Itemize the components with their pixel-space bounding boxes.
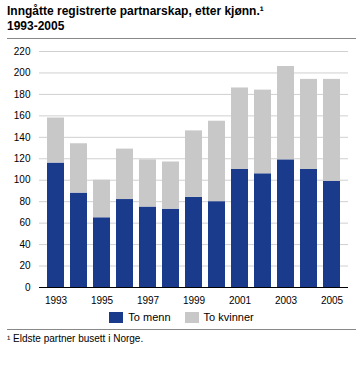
svg-text:2005: 2005: [321, 295, 344, 306]
svg-text:180: 180: [14, 89, 31, 100]
svg-text:120: 120: [14, 153, 31, 164]
svg-text:2001: 2001: [229, 295, 252, 306]
svg-text:1995: 1995: [91, 295, 114, 306]
svg-text:20: 20: [19, 260, 31, 271]
svg-text:1999: 1999: [183, 295, 206, 306]
svg-text:100: 100: [14, 174, 31, 185]
svg-text:160: 160: [14, 110, 31, 121]
svg-text:1993: 1993: [45, 295, 68, 306]
html-text:To kvinner: To kvinner: [203, 311, 254, 323]
svg-text:220: 220: [14, 46, 31, 57]
svg-text:140: 140: [14, 132, 31, 143]
svg-text:40: 40: [19, 239, 31, 250]
svg-text:0: 0: [25, 282, 31, 293]
html-text:To menn: To menn: [128, 311, 171, 323]
html-text:Inngåtte registrerte partnarsk: Inngåtte registrerte partnarskap, etter …: [7, 4, 264, 18]
svg-text:1997: 1997: [137, 295, 160, 306]
svg-text:200: 200: [14, 67, 31, 78]
svg-text:2003: 2003: [275, 295, 298, 306]
svg-text:80: 80: [19, 196, 31, 207]
svg-text:60: 60: [19, 217, 31, 228]
html-text:¹ Eldste partner busett i Norg: ¹ Eldste partner busett i Norge.: [7, 333, 144, 344]
html-text:1993-2005: 1993-2005: [7, 19, 65, 33]
